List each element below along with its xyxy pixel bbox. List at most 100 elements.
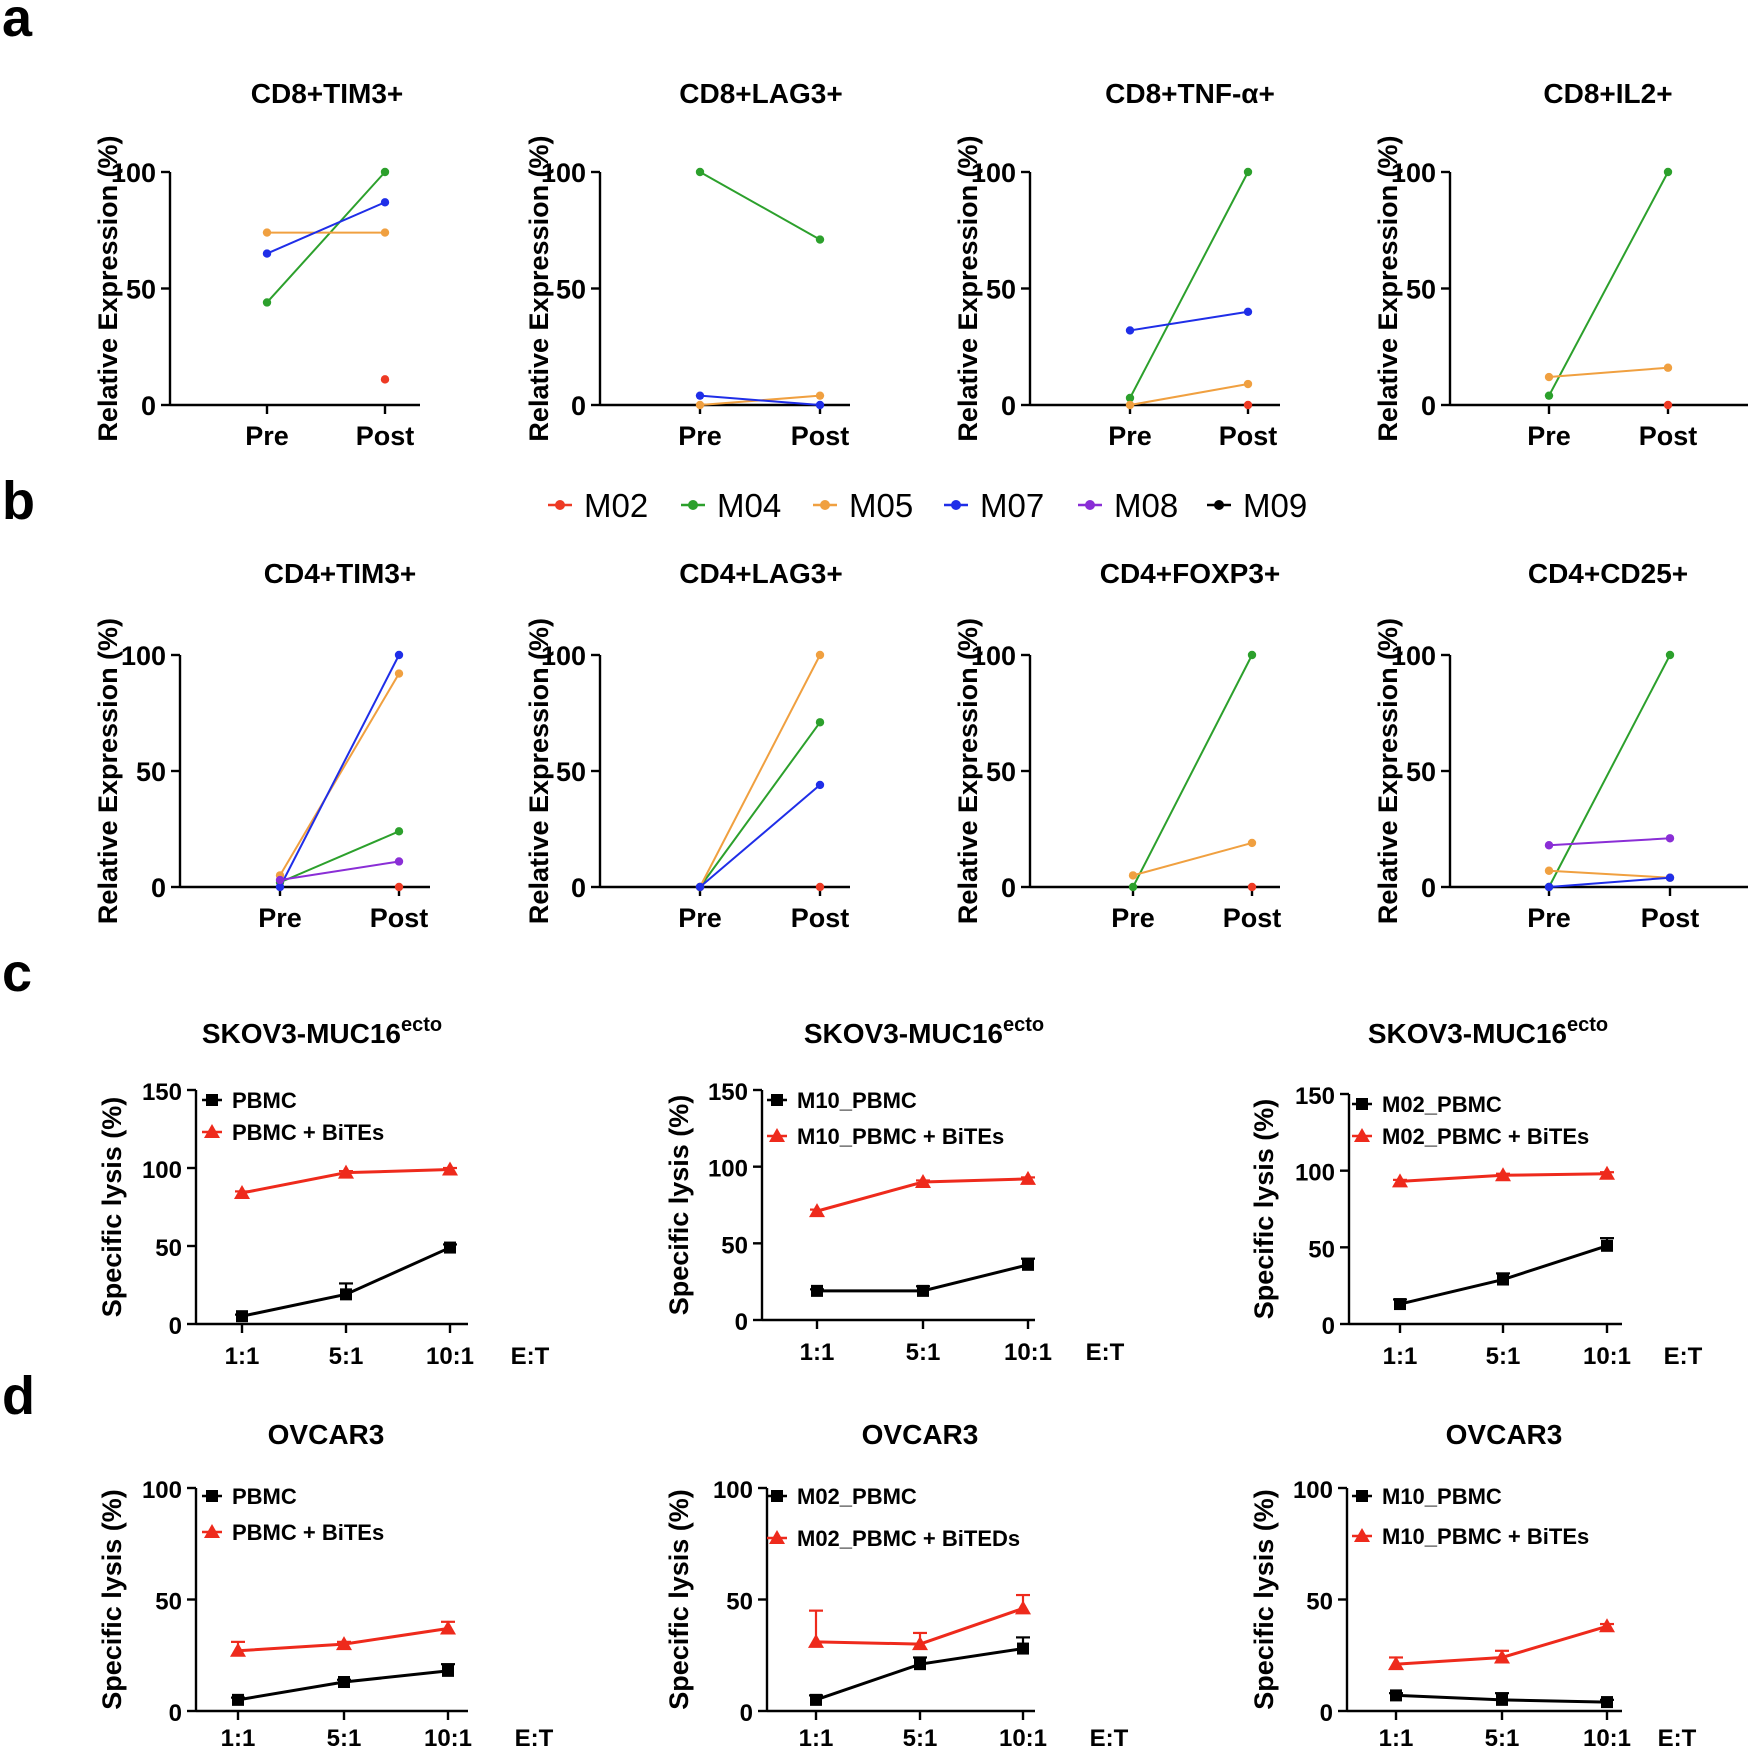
series-line — [699, 171, 821, 241]
x-tick-label: Post — [356, 421, 415, 451]
x-axis-label: E:T — [1658, 1725, 1697, 1750]
legend-item-m04: M04 — [681, 487, 781, 524]
data-point — [275, 875, 285, 885]
series-line — [699, 784, 821, 888]
x-tick-label: 10:1 — [1004, 1339, 1052, 1366]
y-tick-label: 0 — [1001, 391, 1016, 421]
x-tick-label: Pre — [678, 421, 722, 451]
y-tick-label: 0 — [141, 391, 156, 421]
y-axis-label: Relative Expression (%) — [1373, 135, 1403, 441]
chart-title-main: OVCAR3 — [862, 1419, 979, 1450]
y-tick-label: 100 — [1391, 158, 1436, 188]
y-axis-label: Relative Expression (%) — [1373, 618, 1403, 924]
data-point — [1599, 1165, 1615, 1180]
chart-title-main: OVCAR3 — [268, 1419, 385, 1450]
data-point — [808, 1633, 824, 1648]
x-tick-label: 5:1 — [329, 1343, 364, 1370]
y-tick-label: 150 — [142, 1079, 182, 1106]
y-tick-label: 50 — [721, 1232, 748, 1259]
y-tick-label: 100 — [713, 1477, 753, 1504]
panel-letter-c: c — [2, 943, 32, 1003]
data-point — [340, 1288, 352, 1301]
data-point — [1663, 167, 1673, 177]
legend-label: M02_PBMC + BiTEs — [1382, 1124, 1589, 1149]
series-line — [279, 860, 400, 882]
y-tick-label: 0 — [151, 873, 166, 903]
series-m02 — [1247, 882, 1257, 892]
legend-marker — [204, 1124, 220, 1138]
x-tick-label: 5:1 — [903, 1725, 938, 1750]
series-pbmc — [231, 1663, 455, 1706]
chart-title: SKOV3-MUC16ecto — [804, 1014, 1044, 1049]
chart-c3: 0 50 100 150 1:1 5:1 10:1 E:T SKOV3-MUC16ecto Spe… — [1249, 1014, 1703, 1370]
chart-title: CD4+LAG3+ — [679, 558, 842, 589]
y-tick-label: 50 — [136, 757, 166, 787]
x-tick-label: 1:1 — [799, 1725, 834, 1750]
y-tick-label: 0 — [571, 873, 586, 903]
series-m04 — [695, 718, 825, 892]
data-point — [394, 650, 404, 660]
chart-title-main: CD4+LAG3+ — [679, 558, 842, 589]
y-axis-label: Specific lysis (%) — [664, 1489, 694, 1710]
chart-title: OVCAR3 — [862, 1419, 979, 1450]
y-tick-label: 50 — [1406, 757, 1436, 787]
chart-d2: 0 50 100 1:1 5:1 10:1 E:T OVCAR3 Specific lysis … — [664, 1419, 1129, 1750]
series-line — [1129, 383, 1249, 406]
legend-marker — [206, 1094, 218, 1106]
legend-entry: M10_PBMC — [1352, 1484, 1502, 1509]
data-point — [1497, 1273, 1509, 1286]
series-m04 — [695, 167, 825, 244]
legend-entry: M02_PBMC — [767, 1484, 917, 1509]
chart-title-superscript: ecto — [1003, 1014, 1044, 1036]
y-tick-label: 50 — [556, 275, 586, 305]
data-point — [1494, 1649, 1510, 1664]
chart-title-main: SKOV3-MUC16 — [804, 1018, 1003, 1049]
y-axis-label: Specific lysis (%) — [664, 1095, 694, 1316]
y-tick-label: 50 — [1308, 1236, 1335, 1263]
chart-c2: 0 50 100 150 1:1 5:1 10:1 E:T SKOV3-MUC16ecto Spe… — [664, 1014, 1125, 1366]
data-point — [1125, 326, 1135, 335]
data-point — [275, 882, 285, 892]
y-axis-label: Relative Expression (%) — [93, 135, 123, 441]
chart-title: SKOV3-MUC16ecto — [1368, 1014, 1608, 1049]
data-point — [1394, 1298, 1406, 1311]
data-point — [380, 167, 390, 177]
series-m10-pbmc-bites — [809, 1170, 1036, 1218]
y-tick-label: 150 — [1295, 1083, 1335, 1110]
y-axis-label: Relative Expression (%) — [524, 618, 554, 924]
legend-entry: PBMC + BiTEs — [202, 1120, 384, 1145]
series-line — [241, 1246, 451, 1318]
series-m05 — [1128, 838, 1257, 880]
y-tick-label: 50 — [1406, 275, 1436, 305]
legend-marker — [1354, 1128, 1370, 1142]
legend-marker — [555, 500, 565, 510]
data-point — [380, 198, 390, 207]
legend-marker — [1214, 500, 1224, 510]
y-tick-label: 50 — [986, 275, 1016, 305]
legend-marker — [771, 1490, 783, 1502]
series-m02-pbmc — [1393, 1237, 1614, 1311]
series-line — [1129, 310, 1249, 332]
y-tick-label: 50 — [155, 1235, 182, 1262]
series-line — [815, 1647, 1024, 1702]
y-tick-label: 0 — [740, 1700, 753, 1727]
x-tick-label: Pre — [678, 903, 722, 933]
series-line — [279, 654, 400, 888]
legend-label: PBMC + BiTEs — [232, 1120, 384, 1145]
x-tick-label: 10:1 — [1583, 1725, 1631, 1750]
series-pbmc-bites — [234, 1161, 458, 1199]
data-point — [394, 669, 404, 678]
data-point — [815, 780, 825, 790]
legend-item-m09: M09 — [1207, 487, 1307, 524]
series-m04 — [262, 167, 390, 307]
series-pbmc-bites — [230, 1620, 456, 1657]
y-axis-label: Specific lysis (%) — [97, 1097, 127, 1318]
data-point — [917, 1284, 929, 1297]
data-point — [815, 650, 825, 660]
chart-title-main: CD8+TNF-α+ — [1105, 78, 1275, 109]
data-point — [262, 249, 272, 258]
legend-entry: M02_PBMC + BiTEDs — [767, 1526, 1020, 1551]
series-line — [1548, 869, 1671, 879]
legend-marker — [1354, 1528, 1370, 1542]
legend-entry: M10_PBMC — [767, 1088, 917, 1113]
